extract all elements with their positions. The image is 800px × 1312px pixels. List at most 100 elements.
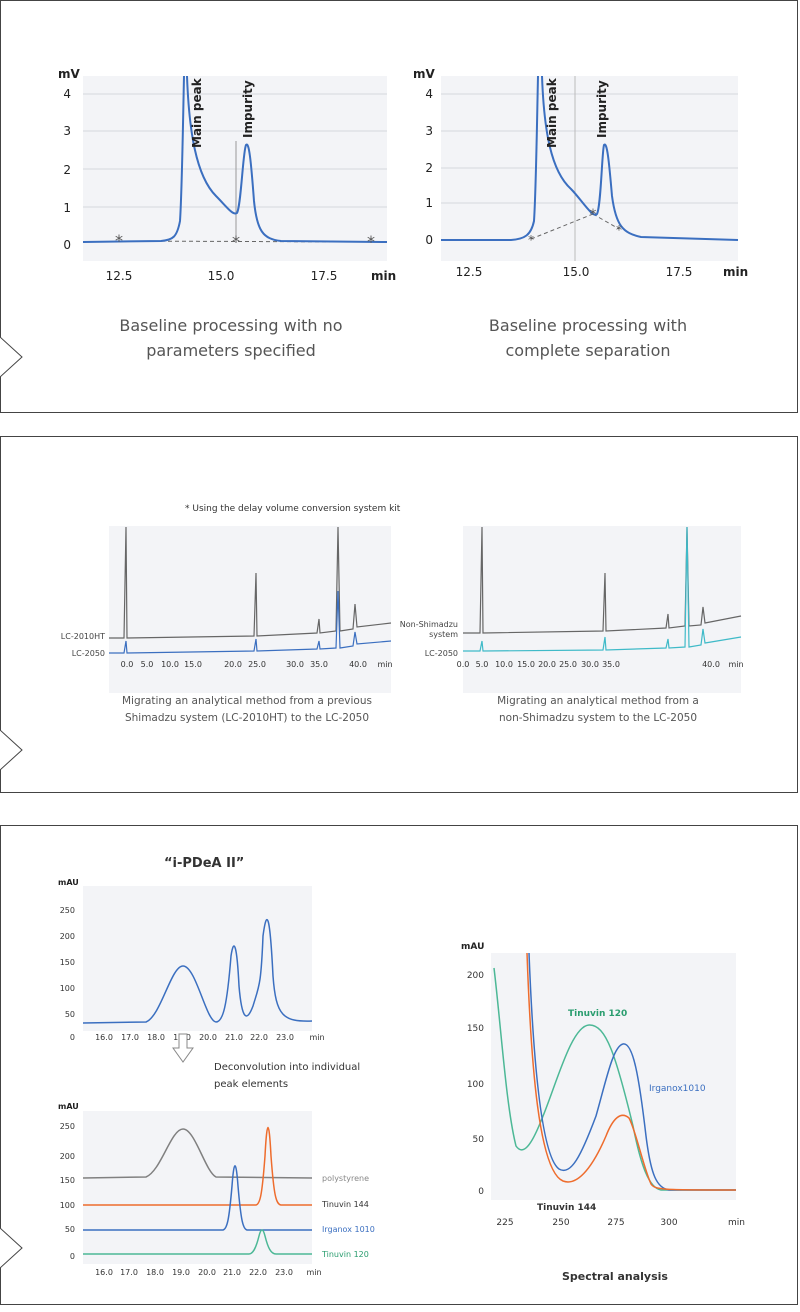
x-tick: 25.0 — [248, 660, 266, 669]
asterisk-marker: * — [590, 207, 597, 223]
spectral-title: Spectral analysis — [562, 1270, 668, 1283]
y-tick: 150 — [60, 958, 75, 967]
arrow-text: Deconvolution into individual peak eleme… — [214, 1059, 360, 1093]
x-axis-label: min — [728, 1218, 745, 1228]
panel-baseline: mV 4 3 2 1 0 12.5 15.0 17.5 min * * * Ma… — [0, 0, 798, 413]
peak-label-impurity: Impurity — [595, 80, 609, 138]
series-label: LC-2050 — [425, 649, 458, 658]
caption-left: Migrating an analytical method from a pr… — [97, 693, 397, 727]
x-tick: 15.0 — [208, 269, 235, 283]
caption-right: Migrating an analytical method from a no… — [448, 693, 748, 727]
x-tick: 22.0 — [250, 1033, 268, 1042]
y-tick: 3 — [63, 124, 71, 138]
x-tick: 22.0 — [249, 1268, 267, 1277]
chromatogram-trace — [82, 75, 388, 243]
asterisk-marker: * — [528, 233, 534, 247]
y-axis-label: mAU — [58, 878, 79, 887]
y-tick: 200 — [467, 971, 484, 981]
x-tick: 40.0 — [349, 660, 367, 669]
y-tick: 250 — [60, 906, 75, 915]
x-axis-label: min — [728, 660, 743, 669]
chart-baseline-right: mV 4 3 2 1 0 12.5 15.0 17.5 min * * * Ma… — [413, 67, 748, 279]
x-tick: 15.0 — [563, 265, 590, 279]
y-tick: 100 — [467, 1080, 484, 1090]
series-label: Tinuvin 120 — [568, 1009, 627, 1019]
x-tick: 17.0 — [121, 1033, 139, 1042]
x-tick: 5.0 — [476, 660, 489, 669]
combined-trace — [82, 918, 313, 1024]
series-label: LC-2050 — [72, 649, 105, 658]
y-tick: 2 — [425, 161, 433, 175]
x-tick: 0.0 — [121, 660, 134, 669]
chart-baseline-left: mV 4 3 2 1 0 12.5 15.0 17.5 min * * * Ma… — [58, 67, 396, 283]
series-tinuvin144 — [83, 1127, 312, 1206]
y-tick: 0 — [63, 238, 71, 252]
series-label: Tinuvin 144 — [537, 1203, 596, 1213]
y-tick: 4 — [63, 87, 71, 101]
x-tick: 17.0 — [120, 1268, 138, 1277]
x-axis-label: min — [309, 1033, 324, 1042]
series-label: Tinuvin 120 — [321, 1250, 369, 1259]
x-tick: 16.0 — [95, 1033, 113, 1042]
plot-area — [83, 886, 312, 1031]
y-tick: 100 — [60, 984, 75, 993]
x-axis-label: min — [723, 265, 748, 279]
x-tick: 21.0 — [225, 1033, 243, 1042]
series-label: LC-2010HT — [61, 632, 105, 641]
x-tick: 18.0 — [147, 1033, 165, 1042]
arrow-text-line: peak elements — [214, 1079, 289, 1090]
x-axis-label: min — [306, 1268, 321, 1277]
y-tick: 0 — [478, 1187, 484, 1197]
series-lc2050 — [463, 526, 742, 652]
y-tick: 250 — [60, 1122, 75, 1131]
y-axis-label: mAU — [58, 1102, 79, 1111]
x-tick: 15.0 — [517, 660, 535, 669]
series-label: system — [429, 630, 458, 639]
series-tinuvin120 — [83, 1229, 312, 1255]
caption-line: Baseline processing with — [488, 316, 688, 335]
chart-title: “i-PDeA II” — [164, 856, 245, 871]
series-label: Irganox1010 — [649, 1084, 706, 1094]
series-non-shimadzu — [463, 526, 742, 634]
plot-area — [83, 1111, 312, 1264]
series-irganox1010 — [528, 952, 736, 1191]
y-tick: 50 — [65, 1225, 75, 1234]
x-tick: 35.0 — [310, 660, 328, 669]
y-axis-label: mV — [58, 67, 81, 81]
y-tick: 0 — [425, 233, 433, 247]
y-tick: 150 — [60, 1176, 75, 1185]
x-tick: 12.5 — [456, 265, 483, 279]
y-axis-label: mV — [413, 67, 436, 81]
x-tick: 10.0 — [495, 660, 513, 669]
asterisk-marker: * — [616, 223, 622, 237]
asterisk-marker: * — [367, 232, 375, 251]
x-tick: 17.5 — [666, 265, 693, 279]
caption-left: Baseline processing with no parameters s… — [81, 313, 381, 363]
x-tick: 18.0 — [146, 1268, 164, 1277]
y-tick: 4 — [425, 87, 433, 101]
chart-migration-right: Non-Shimadzu system LC-2050 0.0 5.0 10.0 15… — [400, 526, 744, 693]
series-lc2010ht — [109, 526, 392, 639]
note-text: * Using the delay volume conversion syst… — [185, 504, 401, 514]
caption-line: Baseline processing with no — [119, 316, 343, 335]
series-label: Non-Shimadzu — [400, 620, 458, 629]
caption-line: complete separation — [505, 341, 671, 360]
plot-area — [491, 953, 736, 1200]
series-tinuvin144 — [526, 952, 737, 1191]
x-tick: 0.0 — [457, 660, 470, 669]
y-tick: 50 — [65, 1010, 75, 1019]
panel-notch — [0, 729, 23, 771]
caption-line: Migrating an analytical method from a — [497, 695, 699, 707]
series-label: polystyrene — [322, 1174, 369, 1183]
panel-notch — [0, 336, 23, 378]
x-tick: 23.0 — [276, 1033, 294, 1042]
peak-label-main: Main peak — [190, 77, 204, 148]
asterisk-marker: * — [115, 231, 123, 250]
x-tick: 5.0 — [141, 660, 154, 669]
arrow-down-icon — [172, 1033, 194, 1063]
caption-line: parameters specified — [146, 341, 316, 360]
asterisk-marker: * — [232, 232, 240, 251]
chromatogram-trace — [441, 75, 739, 241]
y-tick: 0 — [70, 1252, 75, 1261]
x-tick: 20.0 — [198, 1268, 216, 1277]
